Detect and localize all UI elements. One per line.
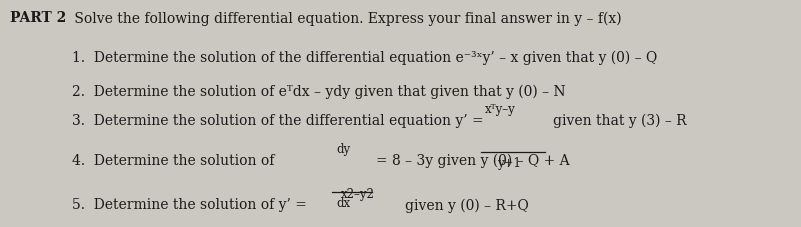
Text: 3.  Determine the solution of the differential equation y’ =: 3. Determine the solution of the differe…: [72, 114, 488, 127]
Text: 2.  Determine the solution of eᵀdx – ydy given that given that y (0) – N: 2. Determine the solution of eᵀdx – ydy …: [72, 84, 566, 98]
Text: x2–y2: x2–y2: [340, 187, 374, 200]
Text: given that y (3) – R: given that y (3) – R: [553, 114, 686, 128]
Text: 4.  Determine the solution of: 4. Determine the solution of: [72, 153, 279, 167]
Text: = 8 – 3y given y (0) – Q + A: = 8 – 3y given y (0) – Q + A: [376, 153, 570, 168]
Text: dx: dx: [336, 196, 351, 209]
Text: given y (0) – R+Q: given y (0) – R+Q: [405, 197, 528, 212]
Text: 1.  Determine the solution of the differential equation e⁻³ˣy’ – x given that y : 1. Determine the solution of the differe…: [72, 50, 658, 64]
Text: 5.  Determine the solution of y’ =: 5. Determine the solution of y’ =: [72, 197, 312, 211]
Text: y+1: y+1: [497, 157, 521, 170]
Text: Solve the following differential equation. Express your final answer in y – f(x): Solve the following differential equatio…: [70, 11, 622, 26]
Text: xᵀy–y: xᵀy–y: [485, 103, 515, 116]
Text: PART 2: PART 2: [10, 11, 66, 25]
Text: dy: dy: [336, 143, 351, 155]
